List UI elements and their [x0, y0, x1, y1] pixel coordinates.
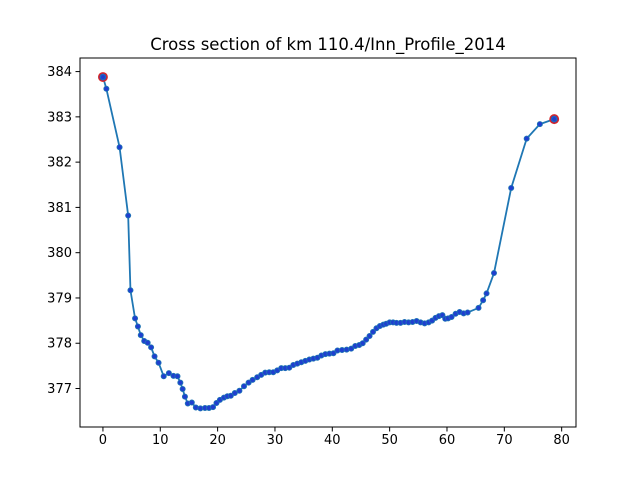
data-point	[103, 85, 110, 92]
data-point	[366, 332, 373, 339]
data-point	[188, 399, 195, 406]
y-tick-label: 382	[47, 156, 72, 171]
x-tick-label: 50	[381, 433, 398, 448]
data-point	[174, 373, 181, 380]
data-point	[125, 212, 132, 219]
data-point	[132, 315, 139, 322]
data-point	[286, 364, 293, 371]
data-point	[177, 379, 184, 386]
y-tick-label: 378	[47, 337, 72, 352]
data-point	[165, 370, 172, 377]
data-point	[148, 344, 155, 351]
data-point	[151, 353, 158, 360]
y-tick-label: 384	[47, 65, 72, 80]
data-point	[116, 144, 123, 151]
data-point	[551, 116, 558, 123]
chart-title: Cross section of km 110.4/Inn_Profile_20…	[150, 35, 506, 55]
y-tick-label: 379	[47, 291, 72, 306]
axis-ticks-layer: 0 10 20 30 40 50 60 70 80 377 378 379 380 381 382 383 38…	[47, 65, 570, 448]
data-point	[181, 393, 188, 400]
data-point	[155, 359, 162, 366]
data-point	[359, 340, 366, 347]
data-point	[464, 309, 471, 316]
data-point	[227, 392, 234, 399]
data-point	[330, 350, 337, 357]
data-point	[370, 328, 377, 335]
data-point	[508, 184, 515, 191]
data-point	[137, 332, 144, 339]
data-point	[210, 404, 217, 411]
data-point	[179, 385, 186, 392]
x-tick-label: 30	[267, 433, 284, 448]
y-tick-label: 377	[47, 382, 72, 397]
data-point	[348, 345, 355, 352]
data-point	[99, 74, 106, 81]
y-tick-label: 380	[47, 246, 72, 261]
plot-data-layer	[97, 72, 560, 412]
data-point	[523, 135, 530, 142]
data-point	[475, 304, 482, 311]
x-tick-label: 40	[324, 433, 341, 448]
plot-area-frame	[79, 57, 577, 428]
data-point	[240, 383, 247, 390]
data-point	[249, 376, 256, 383]
data-point	[160, 373, 167, 380]
data-point	[483, 290, 490, 297]
data-point	[480, 297, 487, 304]
x-tick-label: 10	[152, 433, 169, 448]
data-point	[236, 387, 243, 394]
y-tick-label: 383	[47, 110, 72, 125]
data-point	[491, 270, 498, 277]
data-point	[134, 323, 141, 330]
data-point	[127, 287, 134, 294]
x-tick-label: 60	[439, 433, 456, 448]
data-point	[448, 313, 455, 320]
x-tick-label: 0	[99, 433, 107, 448]
x-tick-label: 80	[553, 433, 570, 448]
x-tick-label: 70	[496, 433, 513, 448]
x-tick-label: 20	[209, 433, 226, 448]
data-point	[536, 121, 543, 128]
data-point	[363, 336, 370, 343]
y-tick-label: 381	[47, 201, 72, 216]
data-point	[245, 379, 252, 386]
data-point	[231, 390, 238, 397]
data-point	[144, 339, 151, 346]
